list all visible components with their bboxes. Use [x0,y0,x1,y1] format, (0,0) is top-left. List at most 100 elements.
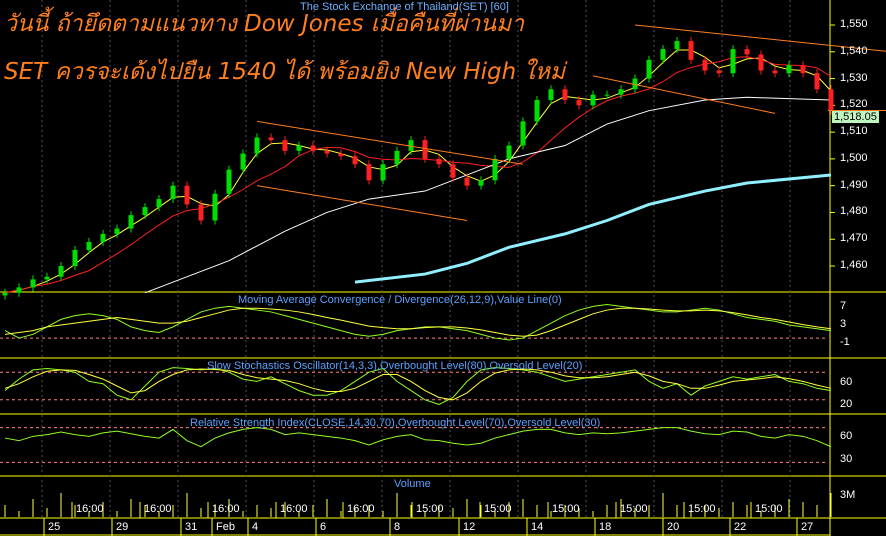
trendline [634,24,886,52]
indicator-tick-label: 60 [840,430,853,442]
candle [282,140,288,151]
candle [100,233,106,242]
candle [590,94,596,106]
candle [142,207,148,216]
candle [786,65,792,74]
x-time-label: 16:00 [347,503,375,515]
candle [632,78,638,90]
candle [422,140,428,159]
price-tick-label: 1,530 [840,71,868,84]
rsi-panel-title: Relative Strength Index(CLOSE,14,30,70),… [190,417,601,429]
x-time-label: 16:00 [280,503,308,515]
candle [562,89,568,100]
trendline [592,75,776,114]
indicator-tick-label: 20 [840,398,853,410]
x-date-label: 18 [599,521,612,533]
candle [772,70,778,74]
macd-line [4,307,832,337]
x-time-label: 15:00 [484,503,512,515]
price-tick-label: 1,540 [840,44,868,57]
x-time-label: 15:00 [552,503,580,515]
price-tick-label: 1,460 [840,259,868,272]
candle [170,185,176,200]
candle [548,89,554,100]
trendline [256,120,524,165]
candle [226,169,232,194]
stochastic-panel-title: Slow Stochastics Oscillator(14,3,3),Over… [207,360,583,372]
candle [114,228,120,234]
price-tick-label: 1,480 [840,205,868,218]
ma-long-line [144,96,832,294]
candle [86,241,92,250]
candle [478,180,484,186]
rsi-line [4,427,832,448]
indicator-tick-label: 3 [840,318,847,330]
candle [604,94,610,96]
x-date-label: 12 [463,521,476,533]
x-date-label: 20 [667,521,680,533]
candle [800,65,806,74]
candle [450,164,456,178]
candle [702,59,708,71]
price-tick-label: 1,490 [840,178,868,191]
candle [184,185,190,205]
ma-longest-line [354,173,832,284]
candle [674,41,680,50]
chart-source-label: The Stock Exchange of Thailand(SET) [60] [300,1,509,13]
candle [688,41,694,60]
candle [2,292,8,296]
candle [814,73,820,90]
candle [338,153,344,157]
candle [492,158,498,181]
x-date-label: 4 [252,521,259,533]
candle [366,164,372,181]
candle [58,266,64,277]
x-time-label: 15:00 [620,503,648,515]
stochastic-line [4,368,832,401]
candle [660,49,666,60]
x-date-label: 27 [801,521,814,533]
candle [744,49,750,55]
candle [156,199,162,208]
candle [44,276,50,280]
indicator-tick-label: -1 [840,336,850,348]
candle [268,137,274,141]
x-time-label: 16:00 [76,503,104,515]
candle [576,99,582,106]
x-date-label: Feb [216,521,235,533]
price-tick-label: 1,470 [840,232,868,245]
stochastic-line [4,367,832,405]
candle [828,89,834,111]
candle [296,145,302,151]
candle [730,49,736,74]
price-tick-label: 1,550 [840,18,868,30]
x-time-label: 15:00 [416,503,444,515]
candle [72,249,78,267]
x-date-label: 14 [531,521,544,533]
candle [646,59,652,79]
x-date-label: 22 [734,521,747,533]
candle [506,145,512,159]
macd-panel-title: Moving Average Convergence / Divergence(… [238,294,562,306]
trendline [256,185,468,221]
x-date-label: 8 [394,521,401,533]
candle [408,140,414,151]
price-tick-label: 1,500 [840,151,868,164]
candle [352,156,358,165]
candle [310,145,316,151]
candle [240,153,246,170]
candle [618,89,624,95]
x-date-label: 29 [116,521,129,533]
candle [324,150,330,154]
candle [380,164,386,181]
candle [30,279,36,288]
x-time-label: 15:00 [755,503,783,515]
candle [436,158,442,165]
candle [520,121,526,146]
x-date-label: 31 [185,521,198,533]
candle [394,150,400,165]
x-date-label: 6 [320,521,327,533]
headline-line-1: วันนี้ ถ้ายึดตามแนวทาง Dow Jones เมื่อคื… [4,11,525,37]
x-time-label: 16:00 [144,503,172,515]
